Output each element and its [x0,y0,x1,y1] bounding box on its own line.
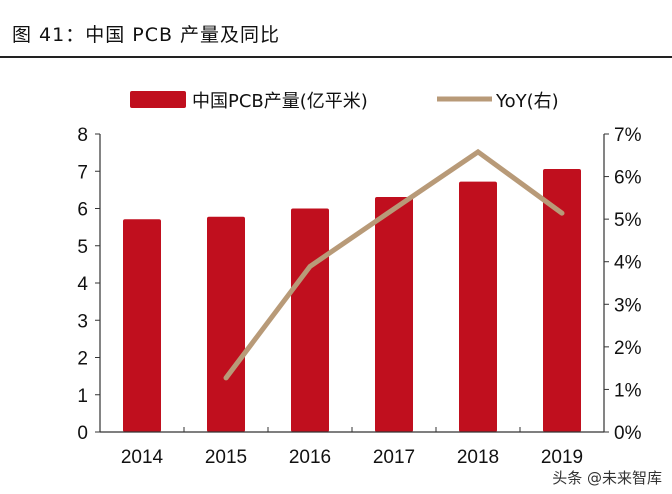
right-tick-label: 4% [614,253,642,274]
left-tick-label: 7 [77,162,88,183]
right-tick-label: 1% [614,380,642,401]
left-tick-label: 1 [77,386,88,407]
bar-2015 [207,216,245,432]
right-tick-label: 3% [614,295,642,316]
left-tick-label: 8 [77,125,88,146]
right-tick-label: 2% [614,338,642,359]
x-tick-label: 2019 [541,447,583,468]
x-tick-label: 2015 [205,447,247,468]
left-tick-label: 2 [77,349,88,370]
right-tick-label: 0% [614,423,642,444]
figure-title: 图 41：中国 PCB 产量及同比 [12,24,281,46]
title-divider [0,56,672,58]
left-tick-label: 6 [77,200,88,221]
watermark: 头条 @未来智库 [552,469,662,487]
legend-bar-swatch [130,91,186,108]
bar-2018 [459,181,497,432]
x-tick-label: 2017 [373,447,415,468]
bar-2016 [291,208,329,432]
left-tick-label: 3 [77,311,88,332]
legend-line-label: YoY(右) [495,91,559,112]
legend-bar-label: 中国PCB产量(亿平米) [192,91,368,112]
left-tick-label: 4 [77,274,88,295]
right-tick-label: 6% [614,168,642,189]
bar-2019 [543,169,581,432]
x-tick-label: 2014 [121,447,164,468]
bar-2017 [375,196,413,432]
left-tick-label: 5 [77,237,88,258]
x-tick-label: 2016 [289,447,331,468]
right-tick-label: 5% [614,210,642,231]
x-tick-label: 2018 [457,447,499,468]
right-tick-label: 7% [614,125,642,146]
left-tick-label: 0 [77,423,88,444]
bar-2014 [123,219,161,432]
